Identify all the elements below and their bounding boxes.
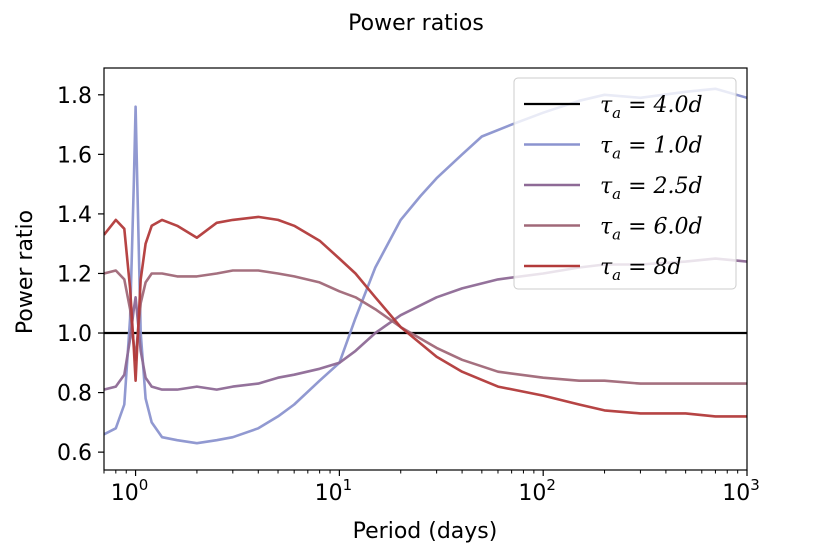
legend-label-1: τa = 4.0d: [600, 93, 703, 122]
x-tick-label: 101: [315, 476, 353, 506]
legend-label-5: τa = 8d: [600, 255, 682, 284]
y-tick-label: 1.8: [57, 84, 92, 109]
legend-label-3: τa = 2.5d: [600, 174, 703, 203]
y-tick-label: 0.6: [57, 441, 92, 466]
legend-box: [513, 77, 737, 290]
plot-area: 0.6 0.8 1.0 1.2 1.4 1.6 1.8 100 101 102 103 τa = 4.…: [57, 67, 760, 506]
y-tick-label: 1.4: [57, 203, 92, 228]
y-tick-label: 1.6: [57, 143, 92, 168]
chart-title: Power ratios: [348, 11, 484, 36]
y-tick-label: 1.2: [57, 262, 92, 287]
x-axis-label: Period (days): [353, 519, 498, 544]
y-axis-label: Power ratio: [13, 210, 38, 334]
x-tick-label: 102: [518, 476, 556, 506]
y-tick-label: 1.0: [57, 322, 92, 347]
legend-label-4: τa = 6.0d: [600, 215, 703, 244]
x-tick-label: 100: [111, 476, 149, 506]
legend-label-2: τa = 1.0d: [600, 134, 703, 163]
plot-frame: [103, 67, 748, 471]
series-line-5: [104, 215, 747, 418]
y-tick-label: 0.8: [57, 382, 92, 407]
x-tick-label: 103: [722, 476, 760, 506]
